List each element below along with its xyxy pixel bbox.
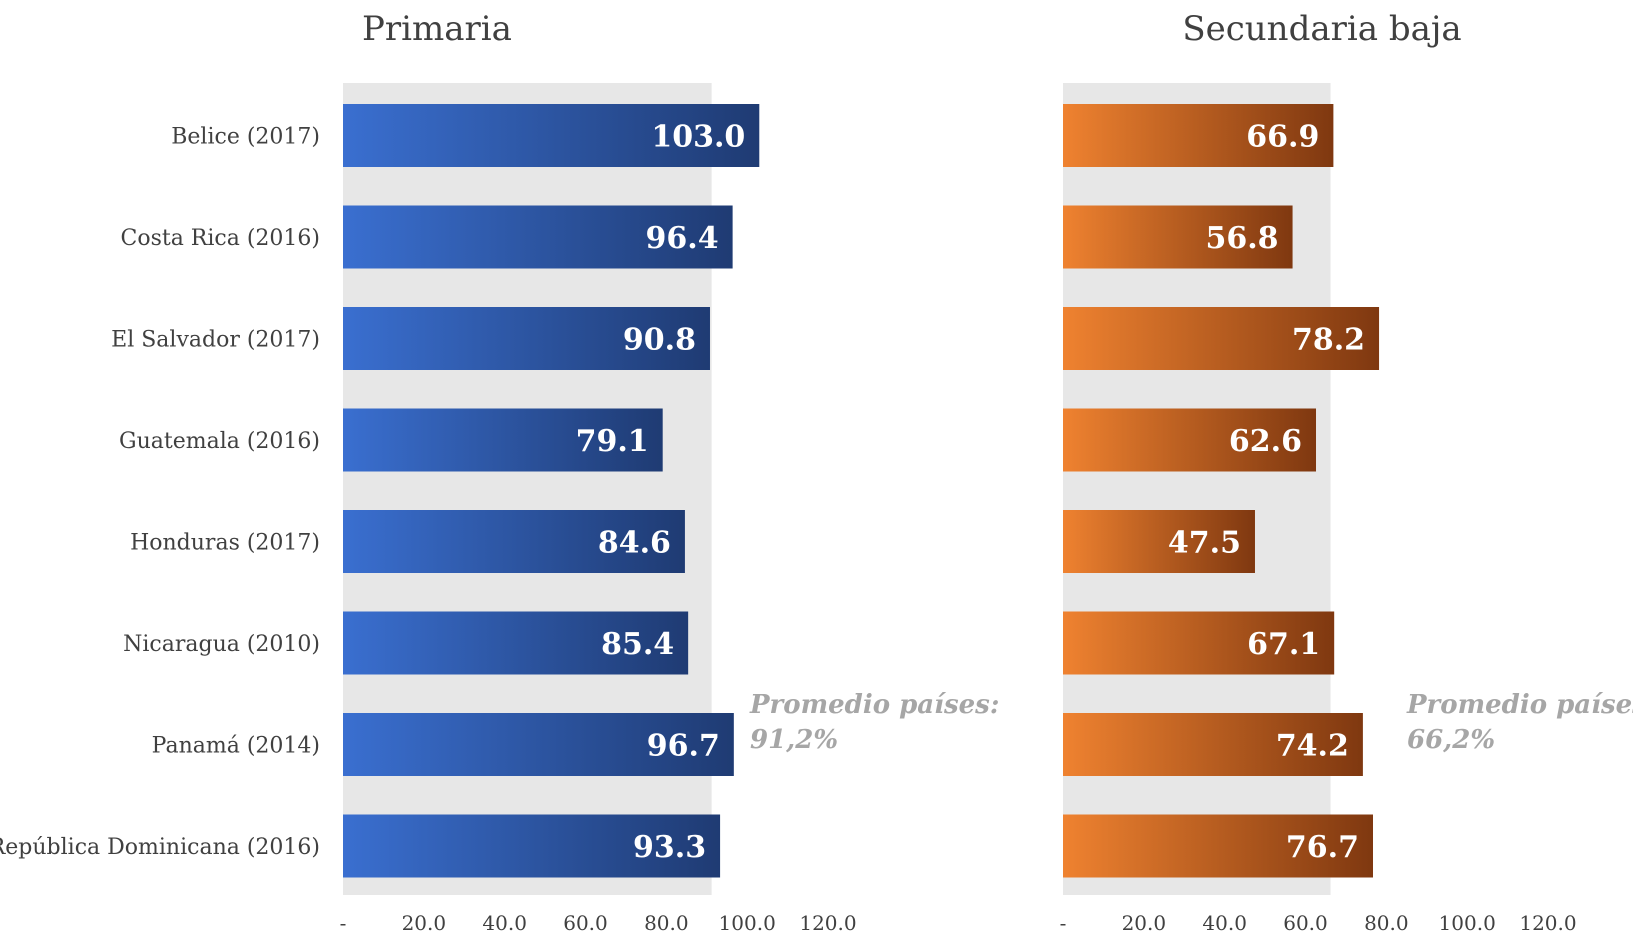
category-label: Belice (2017) — [171, 125, 320, 150]
secundaria-bar — [1063, 104, 1334, 167]
primaria-bar — [343, 814, 721, 878]
primaria-bar — [343, 205, 733, 269]
primaria-x-tick-label: 60.0 — [563, 911, 608, 933]
category-label: Costa Rica (2016) — [120, 226, 320, 251]
primaria-x-tick-label: - — [340, 911, 347, 933]
primaria-bar — [343, 104, 760, 167]
secundaria-value-label: 62.6 — [1229, 424, 1302, 459]
primaria-bar — [343, 408, 663, 472]
primaria-value-label: 103.0 — [651, 120, 745, 155]
primaria-x-tick-label: 20.0 — [402, 911, 447, 933]
secundaria-baja-panel: Secundaria baja Promedio países: 66,2% 6… — [1060, 9, 1633, 935]
primaria-x-tick-label: 100.0 — [719, 911, 776, 933]
category-label: República Dominicana (2016) — [0, 835, 320, 860]
secundaria-x-tick-label: 20.0 — [1122, 911, 1167, 933]
primaria-value-label: 96.4 — [646, 221, 719, 256]
primaria-value-label: 79.1 — [576, 424, 649, 459]
secundaria-value-label: 66.9 — [1246, 120, 1319, 155]
secundaria-x-tick-label: 40.0 — [1202, 911, 1247, 933]
secundaria-value-label: 76.7 — [1286, 830, 1359, 865]
primaria-value-label: 85.4 — [601, 627, 674, 662]
secundaria-x-tick-label: 120.0 — [1519, 911, 1576, 933]
primaria-bar — [343, 307, 710, 370]
primaria-x-tick-label: 120.0 — [799, 911, 856, 933]
secundaria-value-label: 78.2 — [1292, 323, 1365, 358]
category-label: El Salvador (2017) — [111, 328, 320, 353]
category-label: Guatemala (2016) — [119, 429, 320, 454]
primaria-value-label: 96.7 — [647, 729, 720, 764]
secundaria-value-label: 56.8 — [1205, 221, 1278, 256]
category-label: Honduras (2017) — [130, 531, 320, 556]
primaria-value-label: 93.3 — [633, 830, 706, 865]
secundaria-value-label: 74.2 — [1276, 729, 1349, 764]
primaria-bar — [343, 510, 685, 573]
primaria-value-label: 84.6 — [598, 526, 671, 561]
primaria-value-label: 90.8 — [623, 323, 696, 358]
primaria-panel: Primaria Promedio países: 91,2% 103.0 Bel… — [0, 9, 999, 935]
secundaria-bar — [1063, 205, 1293, 269]
secundaria-x-tick-label: 60.0 — [1283, 911, 1328, 933]
primaria-bar — [343, 713, 734, 776]
category-label: Panamá (2014) — [152, 734, 320, 759]
secundaria-bar — [1063, 713, 1363, 776]
secundaria-bar — [1063, 814, 1373, 878]
primaria-x-tick-label: 80.0 — [644, 911, 689, 933]
secundaria-x-tick-label: 100.0 — [1439, 911, 1496, 933]
secundaria-bar — [1063, 408, 1317, 472]
secundaria-x-tick-label: 80.0 — [1364, 911, 1409, 933]
secundaria-avg-line1: Promedio países: — [1406, 690, 1633, 720]
secundaria-avg-line2: 66,2% — [1407, 725, 1495, 755]
category-label: Nicaragua (2010) — [123, 632, 320, 657]
primaria-title: Primaria — [362, 9, 512, 49]
primaria-x-tick-label: 40.0 — [482, 911, 527, 933]
secundaria-value-label: 67.1 — [1247, 627, 1320, 662]
secundaria-value-label: 47.5 — [1168, 526, 1241, 561]
secundaria-baja-title: Secundaria baja — [1182, 9, 1461, 49]
primaria-avg-line2: 91,2% — [750, 725, 838, 755]
secundaria-bar — [1063, 510, 1255, 573]
secundaria-x-tick-label: - — [1060, 911, 1067, 933]
primaria-bar — [343, 611, 689, 675]
primaria-avg-line1: Promedio países: — [749, 690, 999, 720]
secundaria-bar — [1063, 307, 1380, 370]
secundaria-bar — [1063, 611, 1335, 675]
